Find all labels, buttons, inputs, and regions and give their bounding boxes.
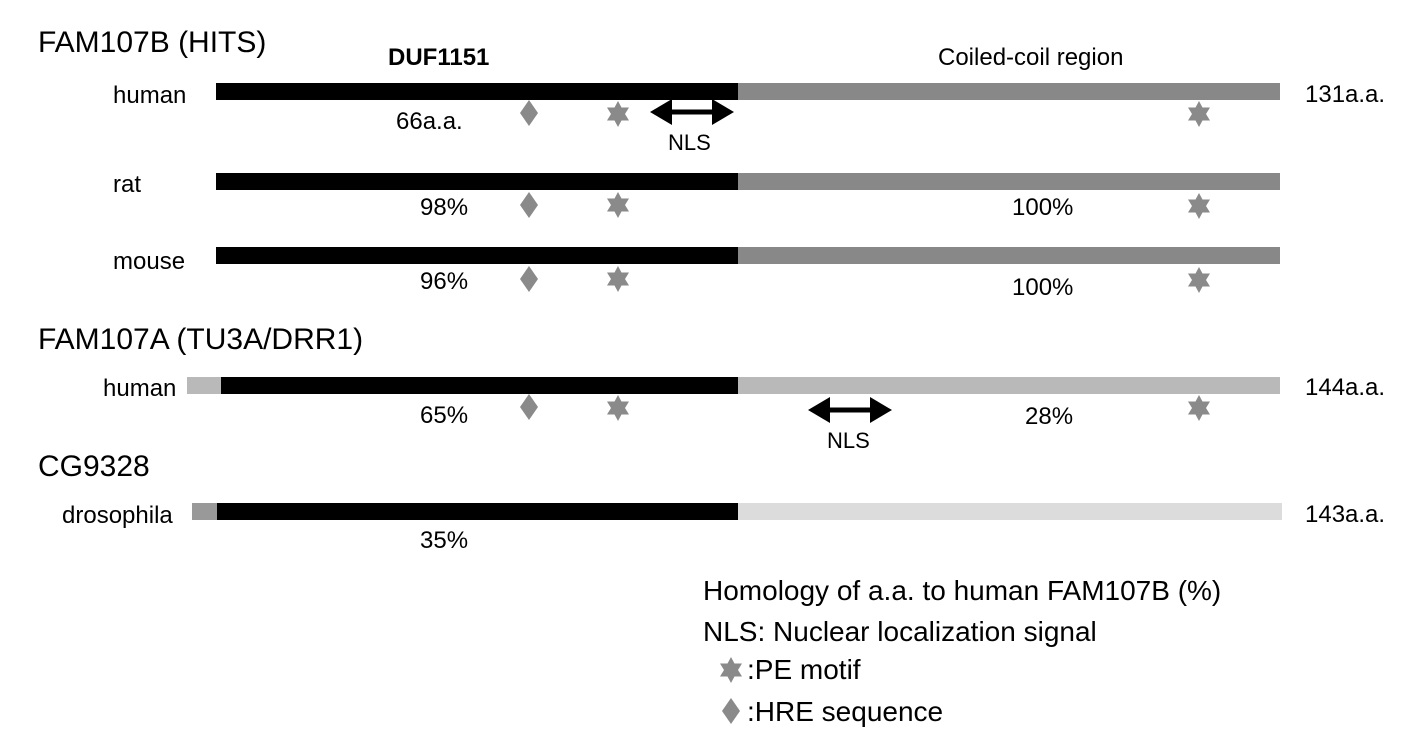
star-icon xyxy=(1188,101,1210,127)
group-title-cg9328: CG9328 xyxy=(38,450,150,483)
length-label-human-b: 131a.a. xyxy=(1305,81,1386,108)
duf-bar-rat xyxy=(216,173,738,190)
length-label-drosophila: 143a.a. xyxy=(1305,501,1386,528)
nterm-bar-drosophila xyxy=(192,503,217,520)
duf-value-human-a: 65% xyxy=(420,402,469,429)
nls-label-human-b: NLS xyxy=(668,130,711,155)
coil-bar-mouse xyxy=(738,247,1280,264)
nterm-bar-human-a xyxy=(187,377,221,394)
nls-label-human-a: NLS xyxy=(827,428,870,453)
star-icon xyxy=(607,101,629,127)
group-title-fam107b: FAM107B (HITS) xyxy=(38,26,267,59)
group-title-fam107a: FAM107A (TU3A/DRR1) xyxy=(38,323,364,356)
coil-value-rat: 100% xyxy=(1012,194,1074,221)
star-icon xyxy=(1188,395,1210,421)
duf-domain-label: DUF1151 xyxy=(388,44,490,71)
species-label-human-b: human xyxy=(113,82,187,109)
duf-bar-human-a xyxy=(221,377,738,394)
duf-value-drosophila: 35% xyxy=(420,527,469,554)
star-icon xyxy=(1188,267,1210,293)
legend-homology: Homology of a.a. to human FAM107B (%) xyxy=(703,575,1222,606)
species-label-human-a: human xyxy=(103,375,177,402)
legend-pe-motif: :PE motif xyxy=(747,654,861,685)
coil-bar-rat xyxy=(738,173,1280,190)
diamond-icon xyxy=(520,266,538,292)
nls-arrow-icon xyxy=(650,99,734,125)
length-label-human-a: 144a.a. xyxy=(1305,374,1386,401)
duf-value-rat: 98% xyxy=(420,194,469,221)
star-icon xyxy=(607,395,629,421)
duf-bar-drosophila xyxy=(217,503,738,520)
diamond-icon xyxy=(520,394,538,420)
species-label-mouse: mouse xyxy=(113,248,186,275)
species-label-drosophila: drosophila xyxy=(62,502,173,529)
coil-bar-drosophila xyxy=(738,503,1282,520)
species-label-rat: rat xyxy=(113,171,142,198)
coil-bar-human-b xyxy=(738,83,1280,100)
star-icon xyxy=(1188,193,1210,219)
star-icon xyxy=(720,657,742,683)
coiled-coil-label: Coiled-coil region xyxy=(938,44,1124,71)
star-icon xyxy=(607,266,629,292)
nls-arrow-icon xyxy=(808,397,892,423)
duf-value-human-b: 66a.a. xyxy=(396,108,463,135)
legend-nls: NLS: Nuclear localization signal xyxy=(703,616,1097,647)
diamond-icon xyxy=(520,192,538,218)
diamond-icon xyxy=(520,100,538,126)
diamond-icon xyxy=(722,698,740,724)
duf-value-mouse: 96% xyxy=(420,268,469,295)
coil-value-mouse: 100% xyxy=(1012,274,1074,301)
coil-bar-human-a xyxy=(738,377,1280,394)
duf-bar-mouse xyxy=(216,247,738,264)
legend-hre: :HRE sequence xyxy=(747,696,944,727)
star-icon xyxy=(607,192,629,218)
duf-bar-human-b xyxy=(216,83,738,100)
coil-value-human-a: 28% xyxy=(1025,403,1074,430)
